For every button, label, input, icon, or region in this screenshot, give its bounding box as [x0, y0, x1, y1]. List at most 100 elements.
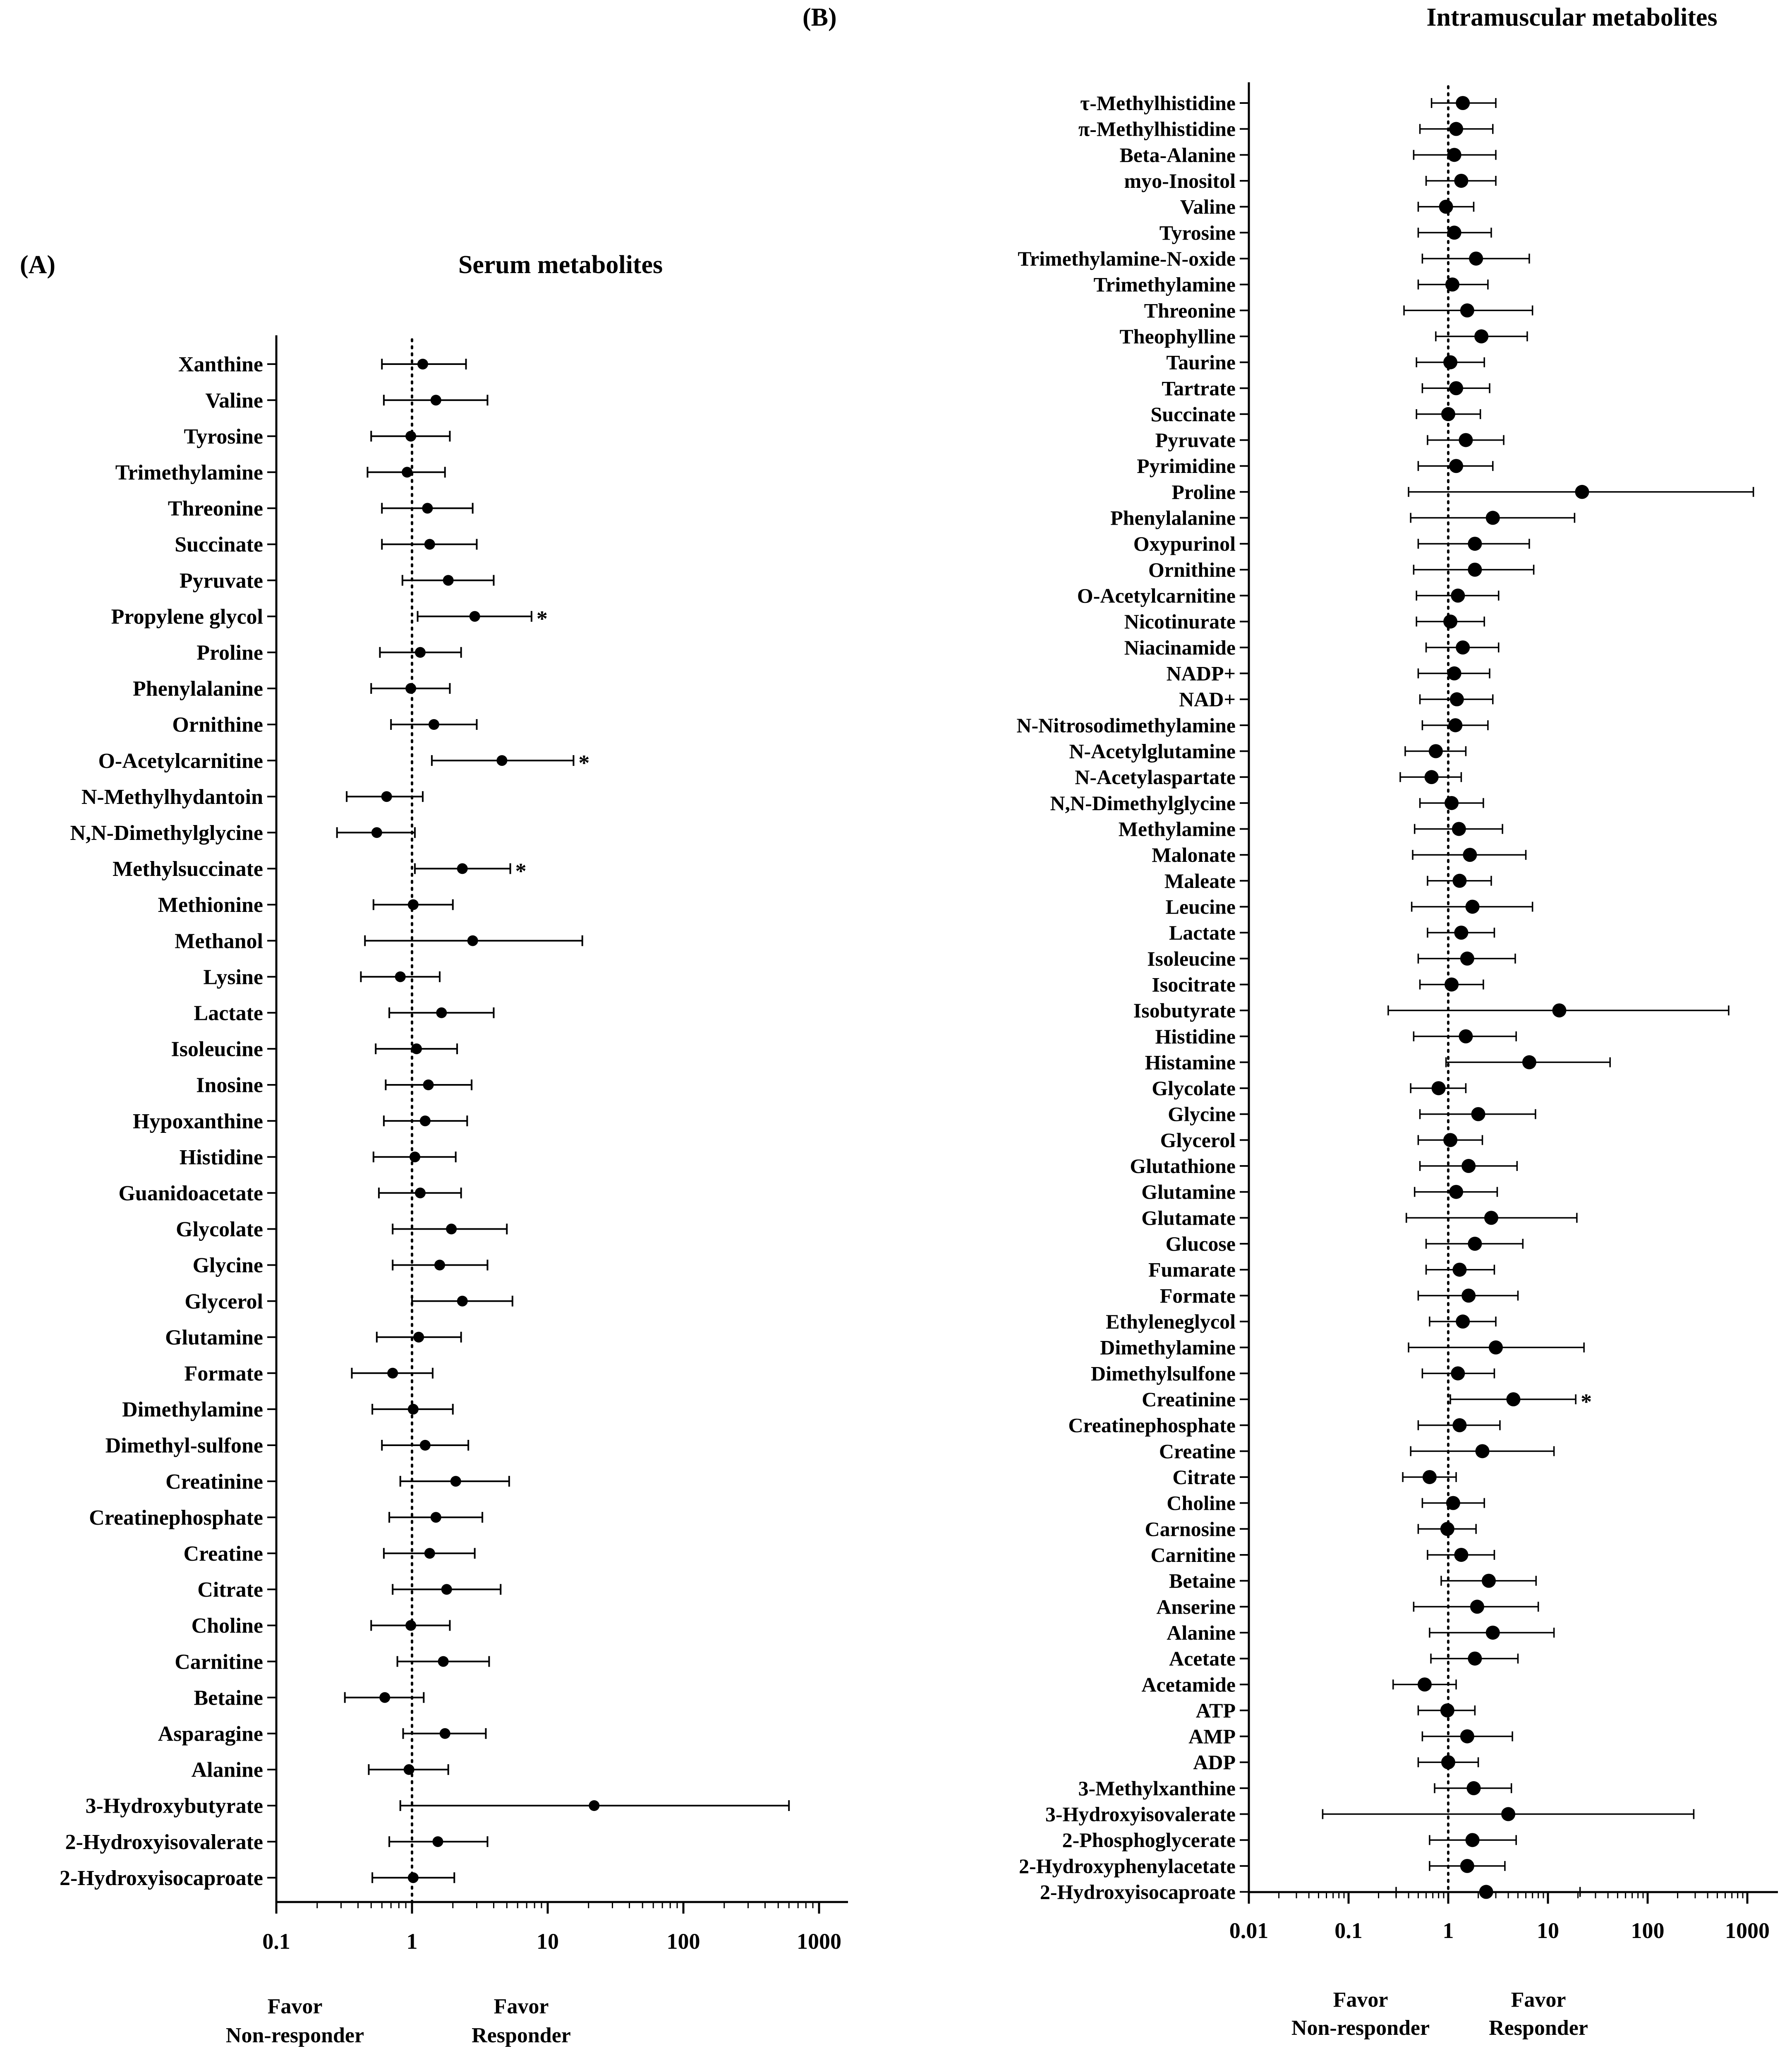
serum-row-label: Succinate	[175, 533, 263, 556]
muscle-row: NADP+	[1167, 662, 1490, 685]
muscle-favor-non-responder: Non-responder	[1291, 2016, 1430, 2040]
muscle-point-estimate	[1460, 1729, 1474, 1744]
muscle-row-label: Leucine	[1166, 895, 1236, 918]
muscle-row-label: Glucose	[1166, 1232, 1236, 1255]
serum-favor-non-responder: Favor	[268, 1995, 323, 2018]
muscle-point-estimate	[1501, 1807, 1516, 1821]
serum-row-label: Tyrosine	[184, 425, 263, 449]
muscle-point-estimate	[1449, 459, 1464, 473]
muscle-row-label: Acetate	[1169, 1647, 1236, 1670]
muscle-point-estimate	[1452, 1418, 1467, 1432]
muscle-row: AMP	[1188, 1725, 1513, 1748]
serum-point-estimate	[430, 1512, 441, 1523]
muscle-point-estimate	[1468, 537, 1482, 551]
serum-row: Carnitine	[175, 1650, 490, 1674]
serum-point-estimate	[379, 1692, 391, 1703]
serum-x-tick-label: 10	[537, 1929, 559, 1954]
serum-point-estimate	[419, 1115, 431, 1127]
serum-point-estimate	[381, 791, 392, 802]
muscle-row-label: Glutamine	[1141, 1180, 1236, 1204]
muscle-row: Tartrate	[1162, 377, 1490, 400]
serum-point-estimate	[413, 1331, 424, 1343]
serum-point-estimate	[371, 827, 382, 838]
serum-significance-mark: *	[537, 607, 548, 631]
muscle-row-label: myo-Inositol	[1124, 169, 1236, 192]
muscle-row: Fumarate	[1148, 1258, 1495, 1281]
muscle-row-label: Beta-Alanine	[1119, 143, 1236, 166]
muscle-point-estimate	[1443, 1133, 1458, 1147]
serum-point-estimate	[405, 1620, 417, 1631]
muscle-point-estimate	[1454, 173, 1469, 188]
serum-point-estimate	[428, 719, 439, 730]
panel-b-intramuscular: (B) Intramuscular metabolites 0.01 0.1 1 10 10…	[803, 3, 1778, 2040]
muscle-row: Creatinine *	[1142, 1388, 1592, 1414]
muscle-row: O-Acetylcarnitine	[1077, 584, 1500, 607]
muscle-row-label: ADP	[1193, 1751, 1236, 1774]
serum-point-estimate	[414, 647, 426, 658]
muscle-row: Choline	[1167, 1492, 1485, 1515]
muscle-row-label: AMP	[1188, 1725, 1236, 1748]
muscle-x-tick-label: 1	[1443, 1918, 1454, 1943]
muscle-row: Glycerol	[1160, 1128, 1483, 1151]
muscle-row-label: Histamine	[1145, 1051, 1236, 1074]
muscle-row: Niacinamide	[1124, 636, 1500, 659]
serum-point-estimate	[403, 1764, 414, 1775]
serum-row: Hypoxanthine	[133, 1110, 468, 1133]
serum-row-label: Valine	[205, 389, 263, 413]
muscle-point-estimate	[1461, 1288, 1476, 1303]
muscle-point-estimate	[1456, 96, 1470, 110]
muscle-point-estimate	[1449, 1185, 1464, 1199]
serum-point-estimate	[424, 1548, 435, 1559]
muscle-row-label: Isobutyrate	[1133, 999, 1236, 1022]
muscle-point-estimate	[1440, 1522, 1454, 1536]
serum-row-label: Ornithine	[172, 713, 263, 737]
muscle-row: Malonate	[1152, 843, 1527, 866]
muscle-row: Ornithine	[1148, 558, 1535, 581]
muscle-row: Citrate	[1172, 1466, 1457, 1489]
muscle-row: Proline	[1172, 480, 1754, 504]
serum-row: Threonine	[168, 497, 474, 520]
serum-point-estimate	[450, 1476, 461, 1487]
muscle-panel-label: (B)	[803, 3, 837, 31]
muscle-row-label: Tartrate	[1162, 377, 1236, 400]
muscle-row-label: Theophylline	[1119, 325, 1236, 348]
muscle-row: N-Nitrosodimethylamine	[1016, 714, 1489, 737]
muscle-row: Histamine	[1145, 1051, 1611, 1074]
muscle-row: Creatinephosphate	[1068, 1414, 1501, 1437]
serum-point-estimate	[436, 1007, 447, 1018]
muscle-row: Glucose	[1166, 1232, 1524, 1255]
serum-row: Propylene glycol *	[111, 605, 548, 631]
muscle-row-label: Carnosine	[1145, 1517, 1236, 1540]
muscle-row-label: Tyrosine	[1160, 221, 1236, 244]
muscle-row: 3-Hydroxyisovalerate	[1045, 1803, 1695, 1826]
muscle-row-label: Glycolate	[1152, 1077, 1236, 1100]
serum-row-label: Methionine	[158, 893, 263, 917]
muscle-row-label: Choline	[1167, 1492, 1236, 1515]
muscle-row-label: N-Nitrosodimethylamine	[1016, 714, 1236, 737]
muscle-row-label: N-Acetylglutamine	[1069, 740, 1236, 763]
muscle-row: Taurine	[1166, 351, 1485, 374]
muscle-row: 2-Phosphoglycerate	[1062, 1828, 1517, 1852]
muscle-point-estimate	[1451, 1366, 1465, 1381]
muscle-point-estimate	[1449, 692, 1464, 707]
muscle-point-estimate	[1440, 1703, 1454, 1717]
serum-row: 2-Hydroxyisocaproate	[60, 1866, 455, 1890]
muscle-point-estimate	[1552, 1003, 1567, 1018]
muscle-point-estimate	[1470, 1600, 1484, 1614]
muscle-point-estimate	[1465, 899, 1480, 914]
serum-row-label: Choline	[192, 1614, 263, 1638]
serum-row-label: Propylene glycol	[111, 605, 263, 628]
serum-row-label: Threonine	[168, 497, 263, 520]
muscle-row-label: Glutamate	[1141, 1206, 1236, 1229]
muscle-row: Dimethylamine	[1100, 1336, 1585, 1359]
muscle-row-label: Pyrimidine	[1137, 454, 1236, 477]
muscle-point-estimate	[1456, 1314, 1470, 1329]
muscle-row: Alanine	[1167, 1621, 1555, 1644]
muscle-point-estimate	[1475, 1444, 1490, 1458]
muscle-point-estimate	[1454, 1547, 1469, 1562]
muscle-row-label: Trimethylamine	[1094, 273, 1236, 296]
muscle-point-estimate	[1445, 796, 1459, 810]
muscle-point-estimate	[1481, 1573, 1496, 1588]
serum-row-label: Inosine	[196, 1074, 263, 1097]
serum-row-label: O-Acetylcarnitine	[98, 749, 263, 773]
